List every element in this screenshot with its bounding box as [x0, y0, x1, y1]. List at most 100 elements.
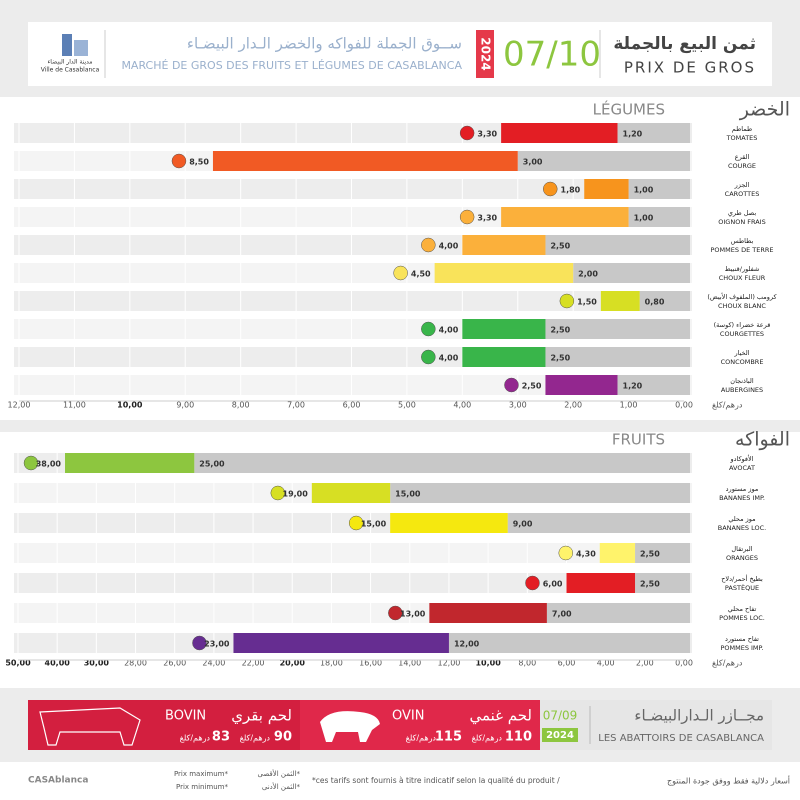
value-label: 4,30: [576, 550, 596, 559]
legend-label-ar: الثمن الأقصى*: [258, 769, 301, 778]
logo-icon: [74, 40, 88, 56]
category: COURGE: [728, 162, 756, 170]
max-bar: [65, 453, 195, 473]
price-ar: ثمن البيع بالجملة: [613, 34, 756, 54]
max-bar: [311, 483, 391, 503]
x-axis-label: درهم/كلغ: [712, 659, 743, 668]
product-icon: [459, 125, 475, 141]
x-tick-label: 3,00: [509, 401, 527, 410]
value-label: 23,00: [204, 640, 230, 649]
value-label: 15,00: [395, 490, 421, 499]
category-ar: تفاح مستورد: [725, 635, 759, 643]
category-ar: شفلور/قنبيط: [725, 265, 760, 273]
value-label: 1,20: [623, 130, 643, 139]
category: AVOCAT: [729, 464, 755, 472]
product-icon: [421, 321, 436, 337]
category-ar: الجزر: [734, 181, 750, 189]
x-tick-label: 26,00: [163, 659, 186, 668]
category-ar: طماطم: [732, 125, 752, 133]
min-bar: [628, 179, 690, 199]
x-tick-label: 30,00: [84, 659, 110, 668]
abattoir-ar: مجــازر الـدارالبيضـاء: [634, 707, 764, 725]
min-bar: [545, 347, 690, 367]
product-icon: [171, 153, 187, 169]
value-label: 1,00: [634, 186, 654, 195]
value-label: 8,50: [189, 158, 209, 167]
x-tick-label: 40,00: [45, 659, 71, 668]
x-tick-label: 7,00: [287, 401, 305, 410]
category: OIGNON FRAIS: [718, 218, 765, 226]
min-bar: [639, 291, 690, 311]
category: POMMES IMP.: [720, 644, 763, 652]
value-label: 3,30: [477, 214, 497, 223]
x-tick-label: 18,00: [320, 659, 343, 668]
value-label: 12,00: [454, 640, 480, 649]
date: 07/10: [503, 35, 601, 75]
min-bar: [194, 453, 690, 473]
meat-name-fr: OVIN: [392, 709, 424, 724]
footer-logo: CASAblanca: [28, 776, 88, 786]
x-tick-label: 2,00: [636, 659, 654, 668]
category: TOMATES: [726, 134, 758, 142]
x-tick-label: 0,00: [675, 659, 693, 668]
x-tick-label: 8,00: [232, 401, 250, 410]
meat-year-box: [542, 728, 578, 742]
product-icon: [192, 635, 207, 651]
value-label: 4,00: [439, 242, 459, 251]
value-label: 1,00: [634, 214, 654, 223]
meat-unit: درهم/كلغ: [180, 734, 211, 743]
abattoir-fr: LES ABATTOIRS DE CASABLANCA: [598, 733, 764, 744]
category-ar: تفاح محلي: [728, 605, 757, 613]
category: CAROTTES: [725, 190, 760, 198]
row-band: [14, 543, 692, 563]
max-bar: [233, 633, 449, 653]
x-tick-label: 6,00: [343, 401, 361, 410]
product-icon: [348, 515, 364, 531]
x-tick-label: 24,00: [202, 659, 225, 668]
value-label: 2,00: [578, 270, 598, 279]
abattoir-panel: [540, 700, 772, 750]
x-tick-label: 16,00: [359, 659, 382, 668]
category-ar: بطاطس: [731, 237, 754, 245]
product-icon: [543, 181, 558, 197]
value-label: 4,00: [439, 354, 459, 363]
value-label: 2,50: [550, 354, 570, 363]
min-bar: [517, 151, 690, 171]
row-band: [14, 291, 692, 311]
section-title-ar: الخضر: [739, 99, 790, 121]
product-icon: [525, 575, 540, 591]
value-label: 0,80: [645, 298, 665, 307]
value-label: 1,50: [577, 298, 597, 307]
x-tick-label: 8,00: [518, 659, 536, 668]
value-label: 4,50: [411, 270, 431, 279]
x-tick-label: 10,00: [117, 401, 143, 410]
min-bar: [617, 123, 690, 143]
x-tick-label: 50,00: [5, 659, 31, 668]
x-tick-label: 9,00: [176, 401, 194, 410]
category-ar: موز محلي: [728, 515, 755, 523]
meat-year: 2024: [546, 730, 574, 741]
x-tick-label: 4,00: [597, 659, 615, 668]
x-tick-label: 2,00: [564, 401, 582, 410]
x-tick-label: 6,00: [558, 659, 576, 668]
bovin-panel: [28, 700, 300, 750]
x-tick-label: 22,00: [242, 659, 265, 668]
product-icon: [504, 377, 519, 393]
note-fr: *ces tarifs sont fournis à titre indicat…: [312, 776, 560, 785]
min-bar: [546, 603, 690, 623]
min-bar: [635, 573, 690, 593]
x-axis-label: درهم/كلغ: [712, 401, 743, 410]
x-tick-label: 12,00: [8, 401, 31, 410]
city-fr: Ville de Casablanca: [41, 67, 100, 74]
x-tick-label: 20,00: [280, 659, 306, 668]
category-ar: البرتقال: [731, 545, 752, 553]
category-ar: موز مستورد: [726, 485, 759, 493]
value-label: 2,50: [550, 326, 570, 335]
value-label: 6,00: [543, 580, 563, 589]
product-icon: [421, 349, 436, 365]
category-ar: كرومب (الملفوف الأبيض): [707, 292, 777, 301]
x-tick-label: 28,00: [124, 659, 147, 668]
x-tick-label: 1,00: [620, 401, 638, 410]
value-label: 2,50: [550, 242, 570, 251]
category: PASTÈQUE: [725, 583, 759, 592]
